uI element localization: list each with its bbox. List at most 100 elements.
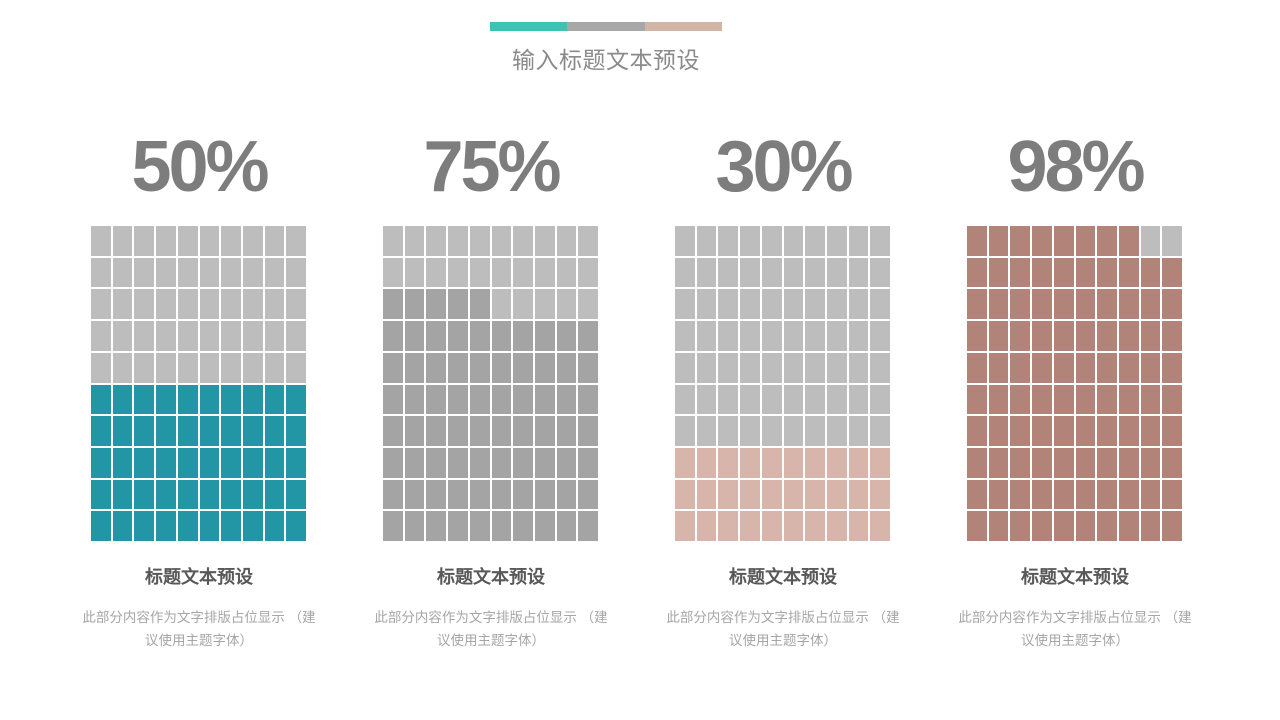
- waffle-cell: [988, 352, 1009, 383]
- waffle-cell: [1097, 479, 1117, 510]
- waffle-cell: [491, 321, 512, 351]
- waffle-cell: [988, 416, 1009, 446]
- waffle-cell: [1053, 511, 1074, 541]
- column-title: 标题文本预设: [145, 567, 253, 587]
- waffle-cell: [675, 479, 695, 510]
- waffle-cell: [1032, 447, 1052, 478]
- waffle-cell: [1140, 289, 1161, 320]
- waffle-cell: [221, 321, 241, 351]
- waffle-cell: [448, 511, 468, 541]
- waffle-cell: [286, 289, 306, 320]
- percent-value: 75%: [423, 127, 561, 207]
- waffle-cell: [578, 352, 598, 383]
- waffle-cell: [156, 384, 176, 415]
- waffle-cell: [1118, 384, 1139, 415]
- waffle-cell: [718, 479, 739, 510]
- waffle-cell: [1118, 352, 1139, 383]
- waffle-cell: [826, 257, 847, 288]
- waffle-cell: [199, 511, 220, 541]
- waffle-cell: [967, 289, 987, 320]
- waffle-cell: [491, 511, 512, 541]
- waffle-cell: [967, 416, 987, 446]
- waffle-cell: [718, 511, 739, 541]
- waffle-cell: [1075, 352, 1096, 383]
- waffle-cell: [1010, 416, 1031, 446]
- waffle-cell: [848, 257, 869, 288]
- column-description: 此部分内容作为文字排版占位显示 （建 议使用主题字体）: [666, 610, 900, 648]
- waffle-cell: [805, 257, 825, 288]
- waffle-cell: [848, 289, 869, 320]
- waffle-cell: [1010, 257, 1031, 288]
- waffle-cell: [870, 479, 890, 510]
- waffle-cell: [783, 447, 804, 478]
- waffle-cell: [870, 289, 890, 320]
- waffle-cell: [513, 447, 533, 478]
- waffle-cell: [696, 479, 717, 510]
- waffle-cell: [848, 226, 869, 256]
- waffle-cell: [1032, 321, 1052, 351]
- waffle-cell: [469, 416, 490, 446]
- waffle-cell: [491, 479, 512, 510]
- waffle-cell: [383, 321, 403, 351]
- waffle-cell: [469, 257, 490, 288]
- waffle-cell: [404, 289, 425, 320]
- waffle-cell: [696, 321, 717, 351]
- waffle-cell: [578, 479, 598, 510]
- waffle-cell: [805, 511, 825, 541]
- waffle-cell: [513, 352, 533, 383]
- waffle-cell: [221, 257, 241, 288]
- waffle-cell: [578, 416, 598, 446]
- waffle-cell: [177, 416, 198, 446]
- waffle-cell: [264, 321, 285, 351]
- waffle-cell: [199, 321, 220, 351]
- waffle-cell: [675, 226, 695, 256]
- column-description: 此部分内容作为文字排版占位显示 （建 议使用主题字体）: [958, 610, 1192, 648]
- waffle-cell: [805, 447, 825, 478]
- waffle-cell: [1010, 479, 1031, 510]
- waffle-cell: [805, 226, 825, 256]
- waffle-cell: [383, 352, 403, 383]
- waffle-cell: [1053, 289, 1074, 320]
- waffle-cell: [177, 384, 198, 415]
- waffle-cell: [783, 384, 804, 415]
- waffle-cell: [740, 447, 760, 478]
- waffle-cell: [177, 479, 198, 510]
- waffle-cell: [988, 511, 1009, 541]
- waffle-cell: [826, 416, 847, 446]
- waffle-cell: [383, 511, 403, 541]
- waffle-cell: [469, 226, 490, 256]
- waffle-cell: [783, 289, 804, 320]
- waffle-cell: [383, 447, 403, 478]
- column-description: 此部分内容作为文字排版占位显示 （建 议使用主题字体）: [374, 610, 608, 648]
- waffle-cell: [740, 511, 760, 541]
- waffle-cell: [242, 384, 263, 415]
- waffle-cell: [1032, 416, 1052, 446]
- waffle-cell: [848, 447, 869, 478]
- waffle-cell: [578, 511, 598, 541]
- waffle-cell: [556, 416, 577, 446]
- waffle-cell: [1118, 479, 1139, 510]
- waffle-cell: [491, 416, 512, 446]
- stat-column-1: 50% 标题文本预设 此部分内容作为文字排版占位显示 （建 议使用主题字体）: [63, 0, 335, 720]
- waffle-cell: [578, 447, 598, 478]
- waffle-cell: [556, 511, 577, 541]
- waffle-cell: [1010, 352, 1031, 383]
- waffle-cell: [675, 447, 695, 478]
- waffle-cell: [1118, 226, 1139, 256]
- waffle-cell: [556, 226, 577, 256]
- waffle-cell: [870, 226, 890, 256]
- waffle-cell: [1010, 289, 1031, 320]
- waffle-cell: [675, 384, 695, 415]
- waffle-cell: [426, 384, 447, 415]
- waffle-cell: [134, 416, 155, 446]
- waffle-cell: [783, 352, 804, 383]
- waffle-cell: [1010, 511, 1031, 541]
- waffle-cell: [578, 321, 598, 351]
- waffle-cell: [826, 384, 847, 415]
- waffle-cell: [156, 352, 176, 383]
- waffle-cell: [988, 226, 1009, 256]
- waffle-cell: [1010, 226, 1031, 256]
- waffle-cell: [264, 226, 285, 256]
- waffle-cell: [264, 289, 285, 320]
